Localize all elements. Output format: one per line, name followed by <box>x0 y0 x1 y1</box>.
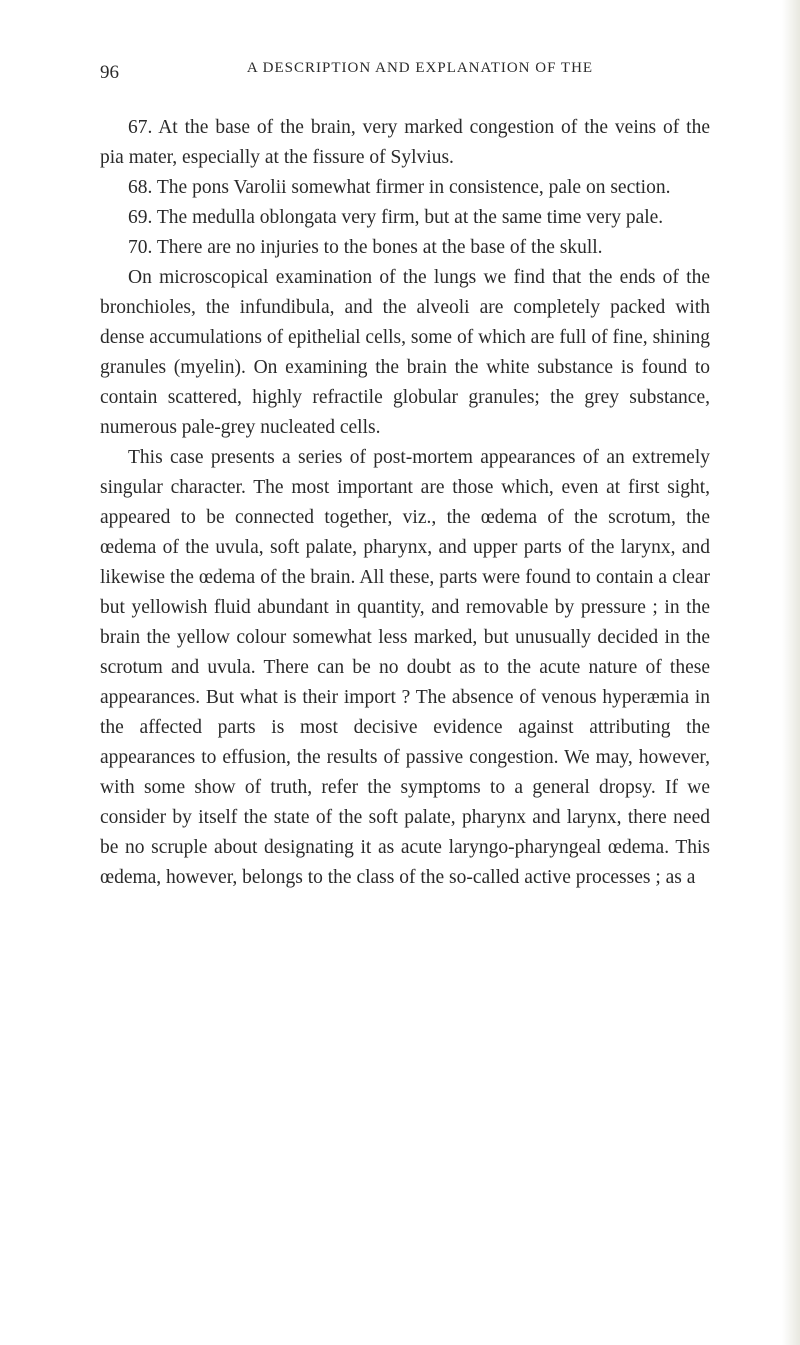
paragraph-67: 67. At the base of the brain, very marke… <box>100 113 710 173</box>
paragraph-68: 68. The pons Varolii somewhat firmer in … <box>100 173 710 203</box>
paragraph-case: This case presents a series of post-mort… <box>100 443 710 893</box>
page-number: 96 <box>100 62 119 84</box>
page-content: 67. At the base of the brain, very marke… <box>100 113 710 893</box>
paragraph-70: 70. There are no injuries to the bones a… <box>100 233 710 263</box>
page-edge-shadow <box>782 0 800 1345</box>
paragraph-69: 69. The medulla oblongata very firm, but… <box>100 203 710 233</box>
running-header: A DESCRIPTION AND EXPLANATION OF THE <box>100 60 710 77</box>
paragraph-microscopical: On microscopical examination of the lung… <box>100 263 710 443</box>
